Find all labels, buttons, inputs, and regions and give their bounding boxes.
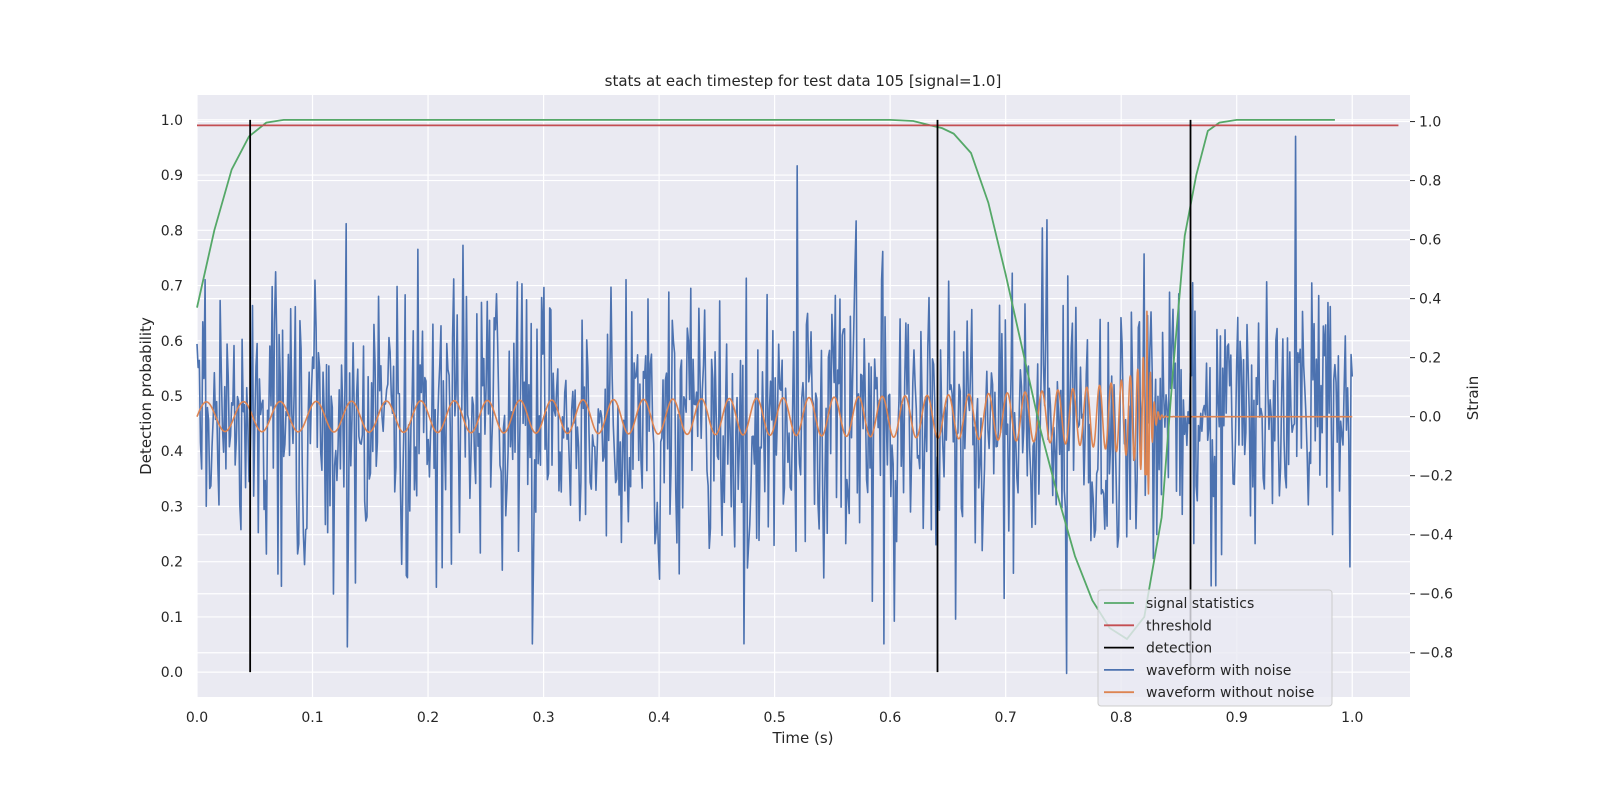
y-tick-label-right: −0.8	[1419, 646, 1453, 662]
legend-label: detection	[1146, 641, 1212, 657]
x-tick-label: 0.1	[301, 710, 323, 726]
legend-label: waveform with noise	[1146, 663, 1291, 679]
legend-label: threshold	[1146, 618, 1212, 634]
y-tick-label-right: −0.4	[1419, 528, 1453, 544]
y-tick-label-right: 0.0	[1419, 410, 1441, 426]
y-axis-label-left: Detection probability	[137, 317, 155, 475]
y-tick-label-left: 0.8	[161, 223, 183, 239]
legend-box	[1097, 589, 1333, 707]
y-axis-label-right: Strain	[1464, 376, 1482, 420]
y-tick-label-right: −0.6	[1419, 587, 1453, 603]
y-tick-label-left: 0.0	[161, 665, 183, 681]
waveform-with-noise-line	[196, 135, 1354, 675]
y-tick-label-right: 0.4	[1419, 292, 1441, 308]
x-tick-label: 0.0	[186, 710, 208, 726]
x-tick-label: 0.6	[879, 710, 901, 726]
chart-title: stats at each timestep for test data 105…	[605, 72, 1002, 90]
y-tick-label-left: 0.2	[161, 555, 183, 571]
legend-label: signal statistics	[1146, 596, 1254, 612]
y-tick-label-right: 0.8	[1419, 174, 1441, 190]
x-tick-label: 0.7	[995, 710, 1017, 726]
x-tick-label: 0.4	[648, 710, 670, 726]
y-tick-label-left: 0.9	[161, 168, 183, 184]
x-tick-label: 0.8	[1110, 710, 1132, 726]
x-tick-label: 0.2	[417, 710, 439, 726]
signal-statistics-line	[196, 118, 1335, 641]
y-tick-label-left: 0.1	[161, 610, 183, 626]
x-tick-label: 1.0	[1341, 710, 1363, 726]
x-tick-label: 0.5	[763, 710, 785, 726]
waveform-without-noise-line	[196, 310, 1353, 495]
x-axis-label: Time (s)	[772, 729, 834, 747]
y-tick-label-right: 1.0	[1419, 115, 1441, 131]
y-tick-label-left: 0.6	[161, 334, 183, 350]
legend: signal statistics threshold detection wavef…	[1097, 589, 1333, 707]
y-tick-label-left: 0.5	[161, 389, 183, 405]
y-tick-label-right: 0.6	[1419, 233, 1441, 249]
x-tick-label: 0.3	[532, 710, 554, 726]
tick-labels: 0.0 0.1 0.2 0.3 0.4 0.5 0.6 0.7 0.8 0.9 1.0 0.0 0.1 0…	[161, 113, 1453, 726]
legend-label: waveform without noise	[1146, 685, 1314, 701]
y-tick-label-left: 1.0	[161, 113, 183, 129]
series-layer	[196, 118, 1399, 675]
y-tick-label-left: 0.4	[161, 444, 183, 460]
y-tick-label-right: −0.2	[1419, 469, 1453, 485]
x-tick-label: 0.9	[1226, 710, 1248, 726]
y-tick-label-right: 0.2	[1419, 351, 1441, 367]
y-tick-label-left: 0.7	[161, 279, 183, 295]
y-tick-label-left: 0.3	[161, 499, 183, 515]
